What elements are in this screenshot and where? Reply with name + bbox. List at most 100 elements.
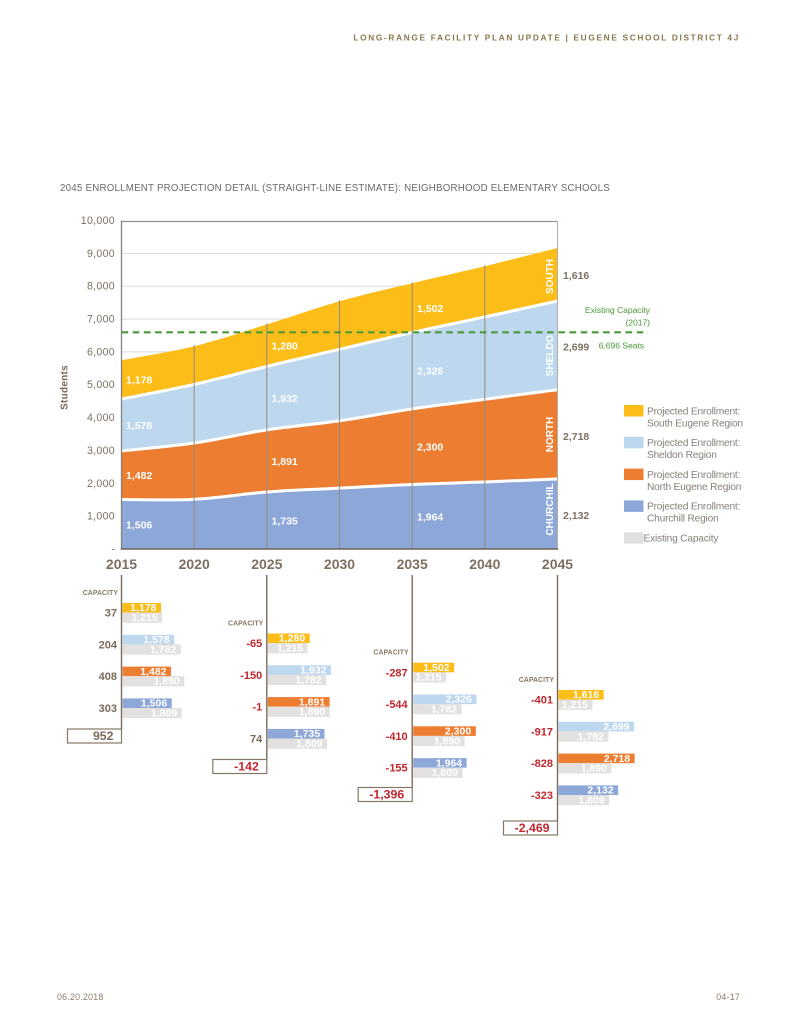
svg-text:952: 952: [93, 729, 114, 743]
svg-text:-410: -410: [386, 731, 408, 743]
svg-text:1,215: 1,215: [562, 699, 588, 711]
svg-text:1,178: 1,178: [126, 375, 152, 387]
svg-text:2,000: 2,000: [87, 478, 115, 490]
svg-text:1,782: 1,782: [431, 704, 457, 716]
svg-text:04-17: 04-17: [716, 992, 740, 1002]
svg-text:8,000: 8,000: [87, 281, 115, 293]
svg-text:1,964: 1,964: [417, 512, 443, 524]
svg-text:1,215: 1,215: [415, 672, 441, 684]
svg-text:2,300: 2,300: [417, 442, 443, 454]
svg-text:1,932: 1,932: [272, 393, 298, 405]
svg-text:Projected Enrollment:: Projected Enrollment:: [647, 406, 740, 417]
svg-text:-150: -150: [240, 670, 262, 682]
svg-text:2,326: 2,326: [417, 366, 443, 378]
svg-text:2,699: 2,699: [603, 721, 629, 733]
svg-text:CHURCHIL: CHURCHIL: [545, 483, 556, 535]
svg-text:6,696 Seats: 6,696 Seats: [599, 341, 644, 351]
svg-text:1,215: 1,215: [131, 612, 157, 624]
svg-text:1,502: 1,502: [423, 662, 449, 674]
svg-text:NORTH: NORTH: [545, 417, 556, 453]
svg-text:1,280: 1,280: [279, 633, 305, 645]
svg-text:CAPACITY: CAPACITY: [228, 621, 264, 628]
svg-text:2040: 2040: [469, 556, 500, 572]
svg-text:-142: -142: [234, 760, 259, 774]
svg-text:LONG-RANGE FACILITY PLAN UPDAT: LONG-RANGE FACILITY PLAN UPDATE | EUGENE…: [353, 33, 740, 43]
svg-text:1,809: 1,809: [296, 738, 322, 750]
svg-text:2030: 2030: [324, 556, 355, 572]
svg-text:3,000: 3,000: [87, 445, 115, 457]
svg-text:2,300: 2,300: [445, 726, 471, 738]
svg-text:2,326: 2,326: [446, 694, 472, 706]
svg-text:1,735: 1,735: [272, 516, 298, 528]
svg-text:-287: -287: [386, 667, 408, 679]
svg-text:37: 37: [105, 608, 117, 620]
svg-text:4,000: 4,000: [87, 412, 115, 424]
svg-text:2,718: 2,718: [563, 431, 589, 443]
svg-text:74: 74: [250, 734, 263, 746]
svg-text:1,616: 1,616: [563, 270, 589, 282]
svg-text:1,482: 1,482: [140, 666, 166, 678]
svg-text:1,578: 1,578: [143, 634, 169, 646]
svg-text:1,000: 1,000: [87, 511, 115, 523]
svg-text:2045 ENROLLMENT PROJECTION DET: 2045 ENROLLMENT PROJECTION DETAIL (STRAI…: [60, 183, 610, 194]
svg-text:-917: -917: [531, 726, 553, 738]
svg-text:2,132: 2,132: [563, 510, 589, 522]
svg-text:1,890: 1,890: [581, 763, 607, 775]
svg-text:Projected Enrollment:: Projected Enrollment:: [647, 438, 740, 449]
svg-text:Projected Enrollment:: Projected Enrollment:: [647, 470, 740, 481]
svg-text:1,890: 1,890: [154, 676, 180, 688]
svg-text:1,782: 1,782: [295, 674, 321, 686]
svg-text:1,735: 1,735: [294, 728, 320, 740]
svg-text:303: 303: [99, 703, 117, 715]
svg-text:CAPACITY: CAPACITY: [373, 650, 409, 657]
svg-text:-155: -155: [386, 763, 408, 775]
svg-text:South Eugene Region: South Eugene Region: [647, 418, 743, 429]
svg-text:1,890: 1,890: [434, 735, 460, 747]
svg-text:1,932: 1,932: [300, 665, 326, 677]
svg-text:SOUTH: SOUTH: [545, 259, 556, 294]
svg-text:-: -: [111, 544, 115, 556]
svg-text:Projected Enrollment:: Projected Enrollment:: [647, 502, 740, 513]
svg-text:1,616: 1,616: [573, 689, 599, 701]
svg-text:1,506: 1,506: [126, 519, 152, 531]
svg-text:2045: 2045: [542, 556, 573, 572]
svg-text:1,782: 1,782: [578, 731, 604, 743]
svg-text:2015: 2015: [106, 556, 137, 572]
svg-text:-2,469: -2,469: [515, 821, 550, 835]
svg-text:2035: 2035: [397, 556, 428, 572]
svg-text:2,718: 2,718: [604, 753, 630, 765]
svg-text:2,699: 2,699: [563, 342, 589, 354]
svg-text:1,280: 1,280: [272, 340, 298, 352]
svg-text:SHELDO: SHELDO: [545, 334, 556, 376]
svg-text:1,809: 1,809: [151, 707, 177, 719]
svg-text:-1,396: -1,396: [369, 788, 404, 802]
svg-text:1,809: 1,809: [578, 794, 604, 806]
svg-text:Students: Students: [60, 365, 71, 410]
svg-text:Existing Capacity: Existing Capacity: [585, 305, 651, 315]
svg-text:(2017): (2017): [625, 318, 650, 328]
svg-text:10,000: 10,000: [81, 215, 115, 227]
svg-text:1,891: 1,891: [299, 696, 325, 708]
svg-text:-828: -828: [531, 758, 553, 770]
svg-text:1,178: 1,178: [130, 602, 156, 614]
svg-text:2,132: 2,132: [587, 785, 613, 797]
svg-text:Churchill Region: Churchill Region: [647, 514, 719, 525]
svg-text:1,578: 1,578: [126, 420, 152, 432]
svg-text:1,891: 1,891: [272, 456, 298, 468]
svg-text:06.20.2018: 06.20.2018: [57, 992, 104, 1002]
svg-text:-1: -1: [253, 702, 263, 714]
svg-text:Sheldon Region: Sheldon Region: [647, 450, 717, 461]
svg-text:5,000: 5,000: [87, 379, 115, 391]
svg-text:1,506: 1,506: [141, 698, 167, 710]
svg-text:-65: -65: [246, 638, 262, 650]
svg-text:1,215: 1,215: [277, 643, 303, 655]
svg-text:7,000: 7,000: [87, 314, 115, 326]
svg-text:1,502: 1,502: [417, 303, 443, 315]
svg-text:1,782: 1,782: [150, 644, 176, 656]
svg-text:CAPACITY: CAPACITY: [519, 677, 555, 684]
svg-text:1,964: 1,964: [436, 757, 462, 769]
svg-text:-323: -323: [531, 790, 553, 802]
svg-text:6,000: 6,000: [87, 346, 115, 358]
svg-text:408: 408: [99, 671, 117, 683]
svg-text:-544: -544: [386, 699, 409, 711]
